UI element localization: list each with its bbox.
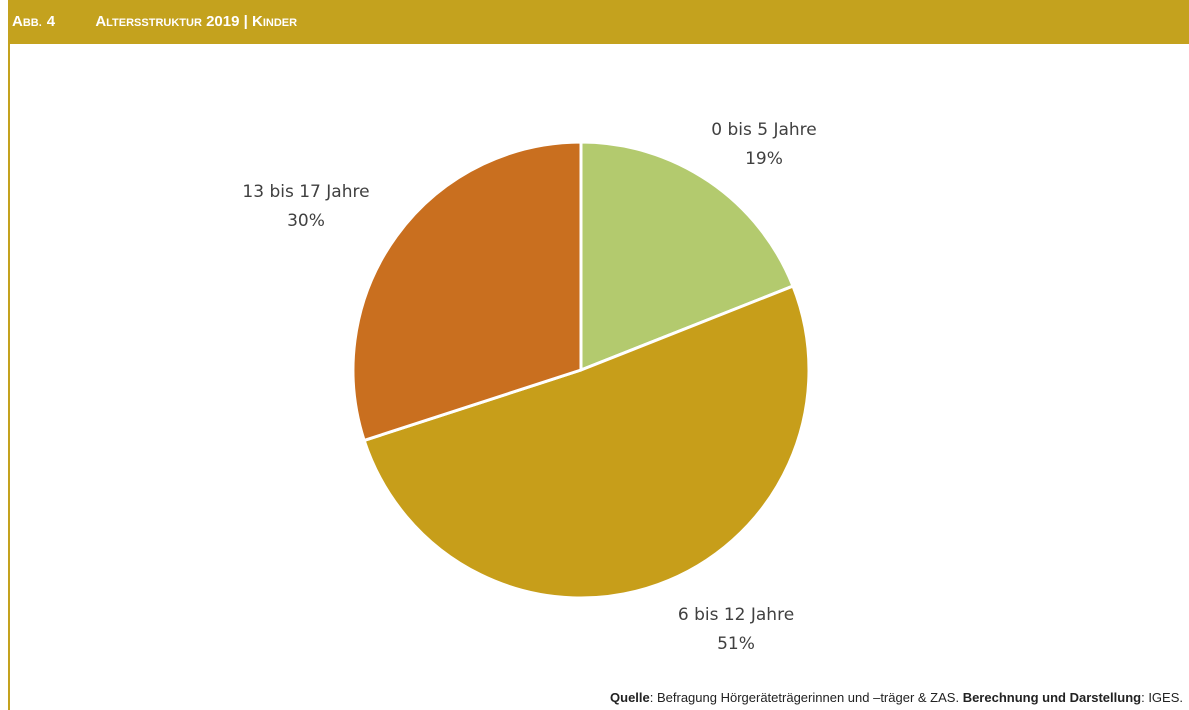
left-rule (8, 44, 10, 710)
title-a-rest: LTERSSTRUKTUR (106, 17, 202, 29)
slice-13-17-percent: 30% (287, 211, 325, 231)
slice-6-12-label: 6 bis 12 Jahre (678, 605, 794, 625)
figure-title: ALTERSSTRUKTUR 2019 | KINDER (95, 13, 297, 30)
source-text: : Befragung Hörgeräteträgerinnen und –tr… (649, 690, 963, 705)
slice-6-12-percent: 51% (717, 634, 755, 654)
title-separator: | (243, 13, 248, 30)
figure-header: ABB. 4 ALTERSSTRUKTUR 2019 | KINDER (8, 0, 1189, 44)
pie-slices (351, 140, 811, 600)
slice-6-12 (362, 284, 811, 600)
slice-13-17 (351, 140, 583, 442)
pie-labels: 0 bis 5 Jahre 19% 6 bis 12 Jahre 51% 13 bis … (242, 120, 816, 654)
abb-number: 4 (46, 13, 56, 30)
slice-0-5-label: 0 bis 5 Jahre (711, 120, 817, 140)
title-year: 2019 (206, 13, 240, 30)
source-line: Quelle: Befragung Hörgeräteträgerinnen u… (610, 690, 1183, 705)
calculation-label: Berechnung und Darstellung (962, 690, 1142, 705)
slice-13-17-label: 13 bis 17 Jahre (242, 182, 369, 202)
title-b-rest: INDER (262, 17, 298, 29)
title-a-first-letter: A (95, 13, 107, 30)
title-b-first-letter: K (251, 13, 263, 30)
abb-first-letter: A (12, 13, 23, 30)
slice-0-5-percent: 19% (745, 149, 783, 169)
calculation-text: : IGES. (1141, 690, 1183, 705)
slice-0-5 (579, 140, 795, 372)
abb-rest: BB. (22, 17, 42, 29)
source-label: Quelle (610, 690, 650, 705)
pie-chart: 0 bis 5 Jahre 19% 6 bis 12 Jahre 51% 13 bis … (242, 120, 816, 654)
